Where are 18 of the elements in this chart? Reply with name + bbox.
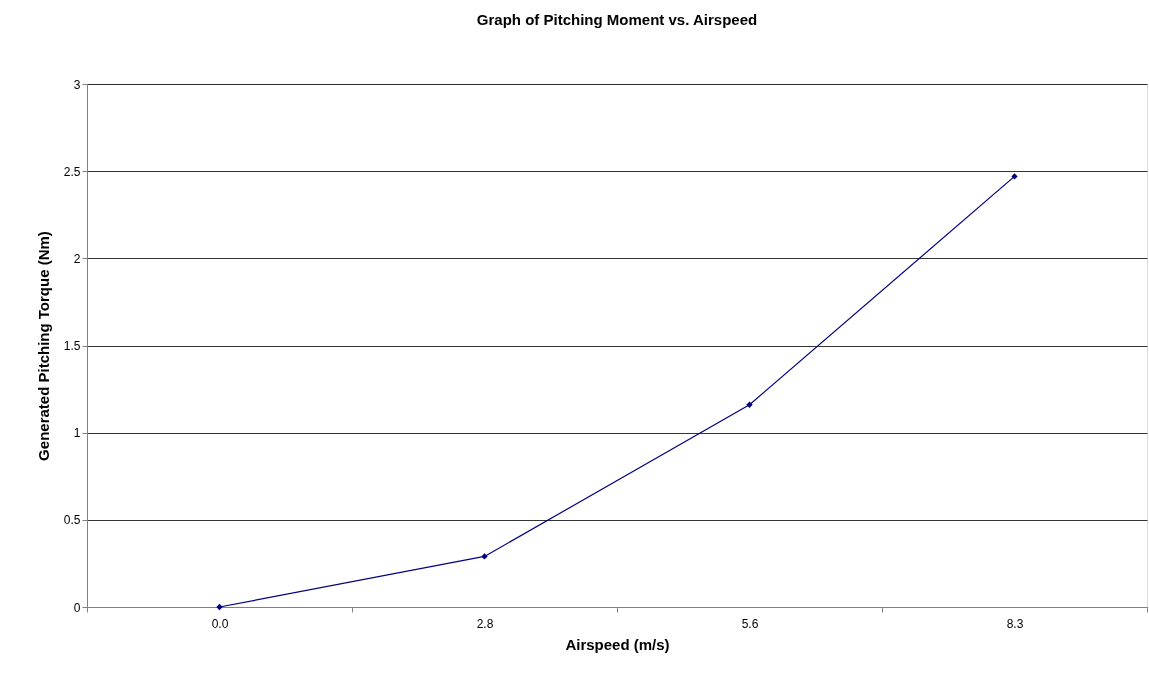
y-tick-label: 1 — [73, 426, 81, 441]
y-axis-title: Generated Pitching Torque (Nm) — [34, 231, 52, 461]
point — [481, 553, 488, 560]
x-tick-label: 8.3 — [1006, 616, 1024, 631]
y-tick-label: 2 — [73, 251, 81, 266]
point — [1011, 173, 1018, 180]
x-tick-label: 5.6 — [741, 616, 759, 631]
y-tick-label: 0.5 — [63, 513, 81, 528]
point — [216, 603, 223, 611]
y-tick-label: 0 — [73, 600, 81, 615]
x-tick-label: 2.8 — [476, 616, 494, 631]
x-axis-title: Airspeed (m/s) — [565, 635, 670, 653]
x-tick-label: 0.0 — [211, 616, 229, 631]
y-tick-label: 3 — [73, 77, 81, 92]
y-tick-label: 1.5 — [63, 339, 81, 353]
point — [746, 401, 753, 408]
chart-title: Graph of Pitching Moment vs. Airspeed — [476, 11, 758, 28]
y-tick-label: 2.5 — [63, 164, 81, 179]
